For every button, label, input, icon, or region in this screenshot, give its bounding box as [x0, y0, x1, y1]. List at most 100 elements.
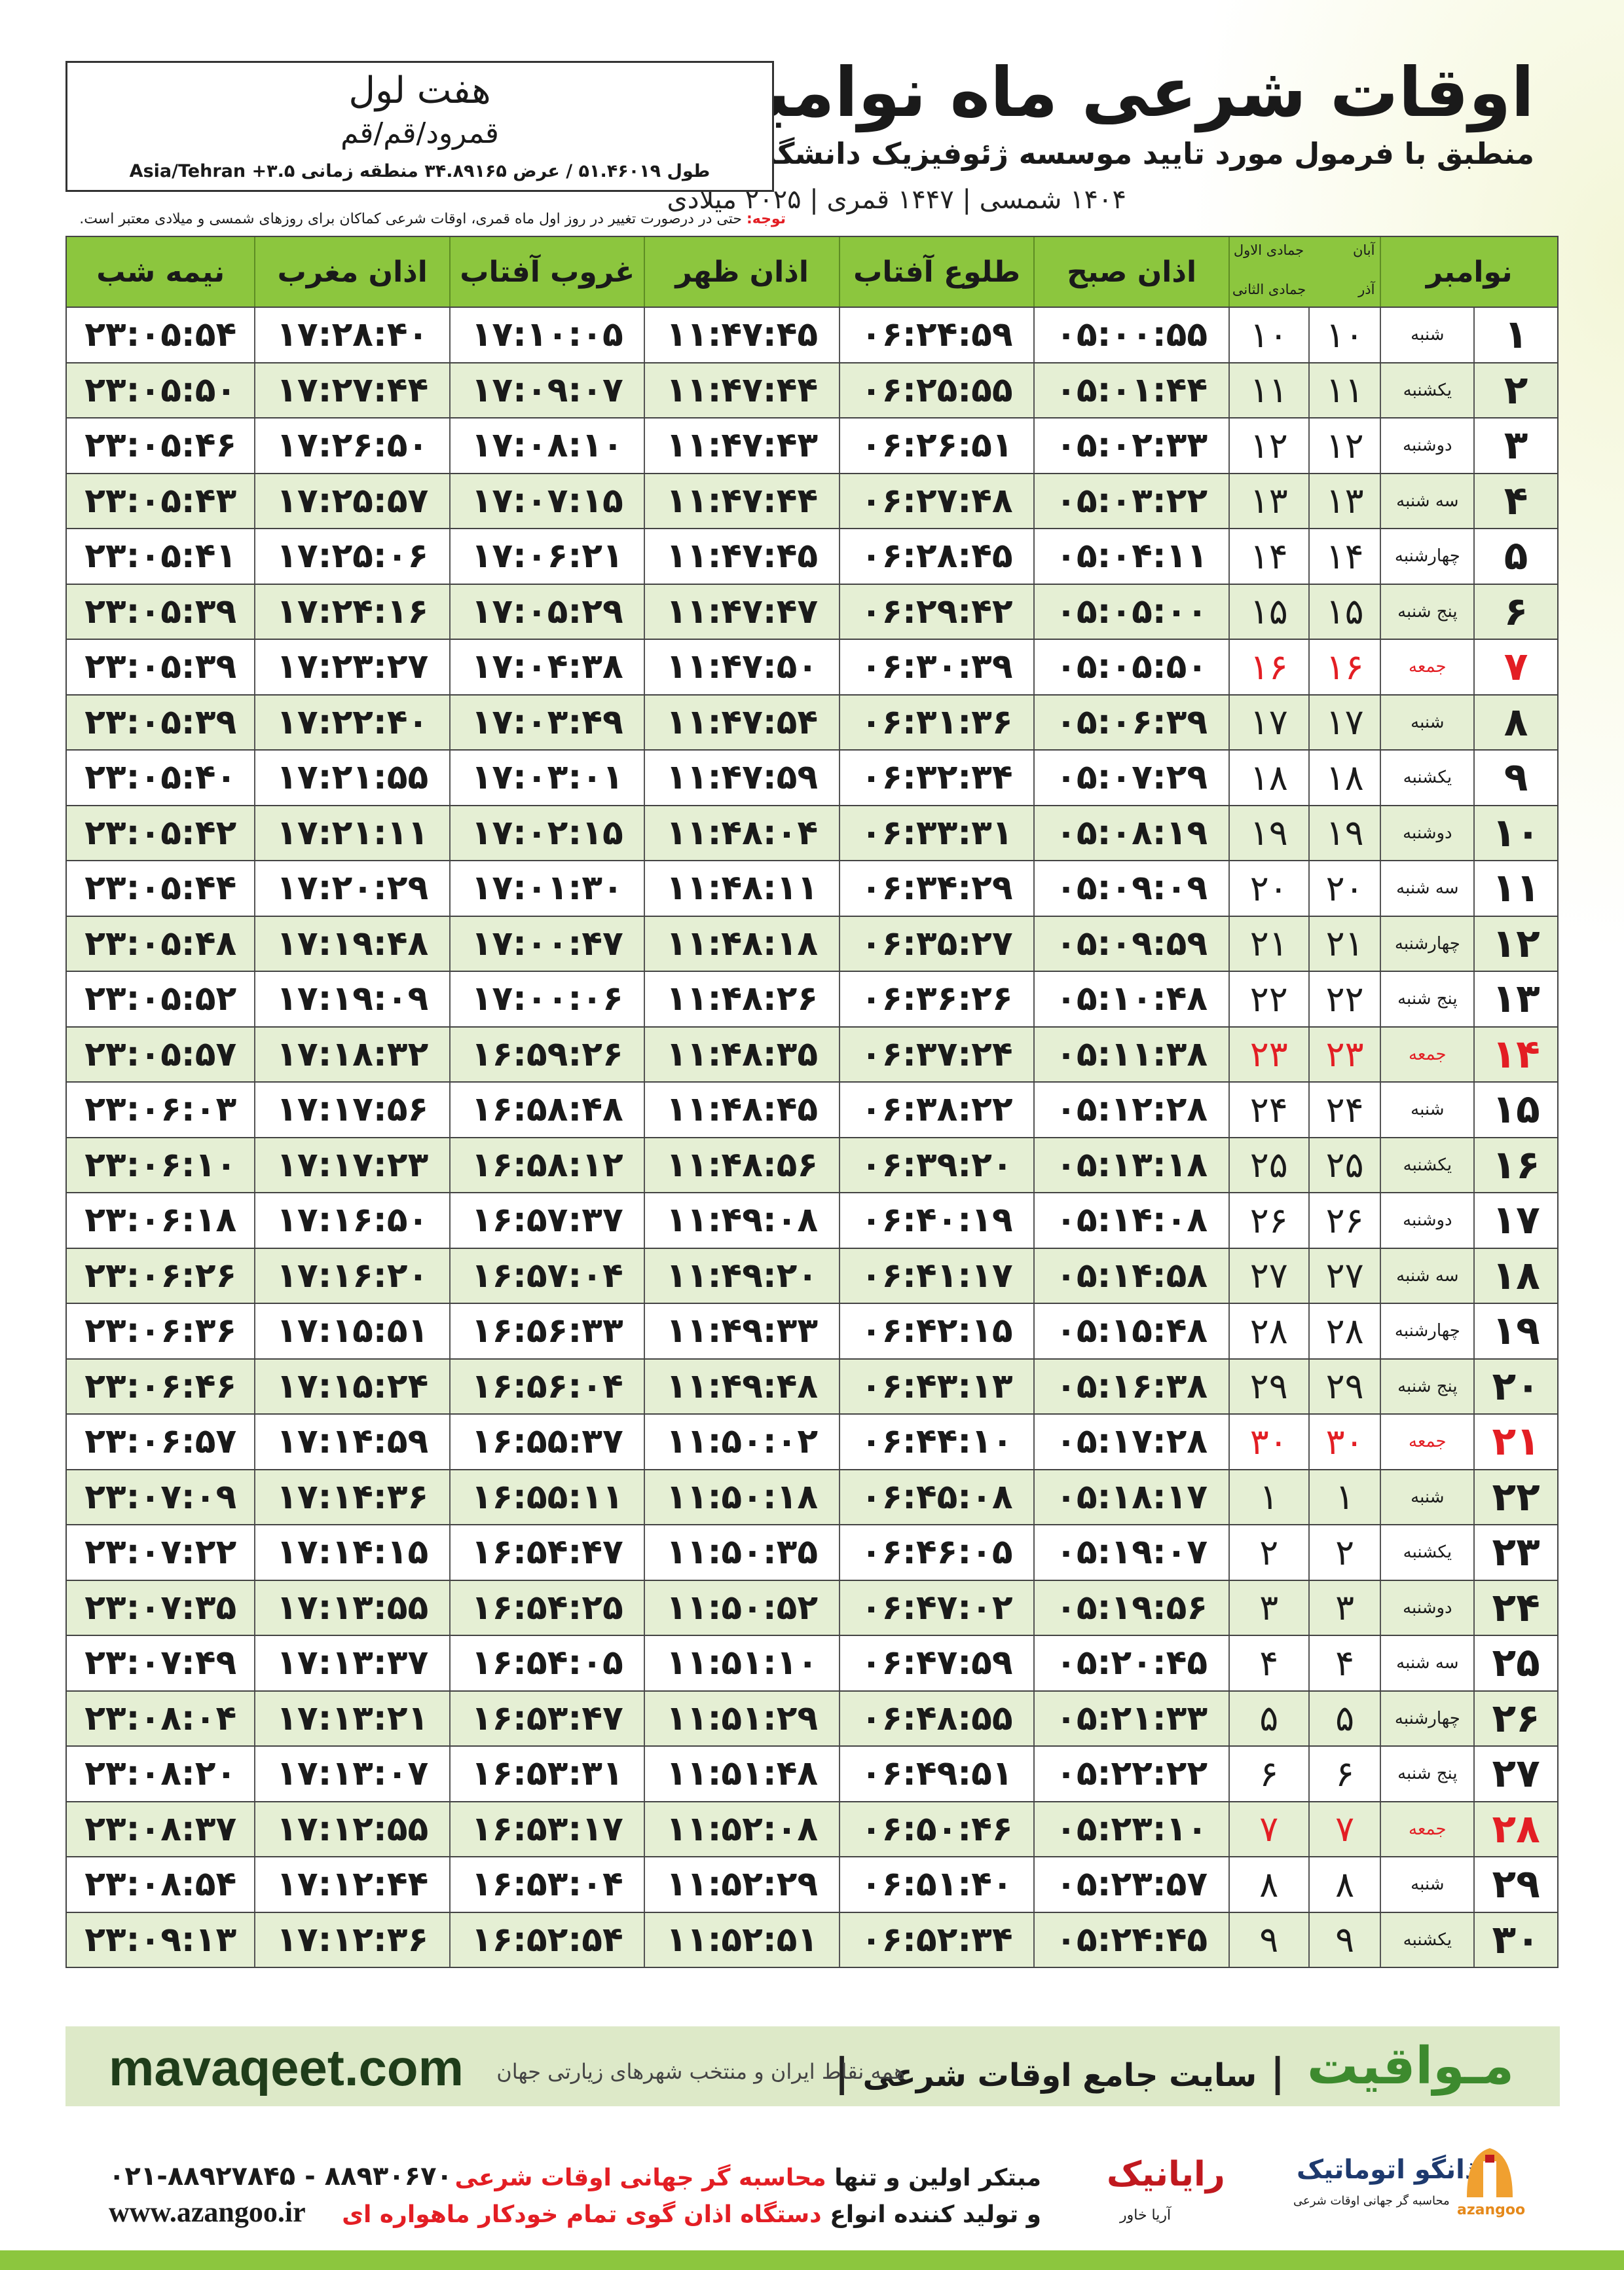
table-header: نوامبر آبان آذر جمادی الاول جمادی الثانی…: [65, 236, 1559, 308]
time-cell: ۱۱:۵۰:۵۲: [644, 1580, 838, 1635]
day-cell: ۱۸: [1473, 1248, 1557, 1303]
weekday-cell: چهارشنبه: [1380, 916, 1473, 971]
time-cell: ۱۶:۵۶:۰۴: [449, 1359, 644, 1413]
time-cell: ۰۵:۱۳:۱۸: [1033, 1138, 1228, 1192]
time-cell: ۱۷:۰۸:۱۰: [449, 419, 644, 473]
time-cell: ۱۱:۴۸:۵۶: [644, 1138, 838, 1192]
weekday-cell: سه شنبه: [1380, 1248, 1473, 1303]
time-cell: ۰۵:۱۶:۳۸: [1033, 1359, 1228, 1413]
time-cell: ۱۷:۱۴:۳۶: [254, 1470, 449, 1524]
time-cell: ۲۳:۰۵:۵۴: [84, 315, 237, 355]
time-cell: ۱۶:۵۵:۳۷: [449, 1415, 644, 1469]
azangoo-en: azangoo: [1457, 2202, 1526, 2218]
time-cell: ۱۷:۰۰:۴۷: [449, 916, 644, 971]
weekday-cell: جمعه: [1380, 640, 1473, 694]
time-cell: ۱۷:۰۰:۰۶: [449, 972, 644, 1026]
time-cell: ۱۶:۵۸:۴۸: [449, 1083, 644, 1137]
table-row: ۲۴ دوشنبه ۳ ۳ ۰۵:۱۹:۵۶ ۰۶:۴۷:۰۲ ۱۱:۵۰:۵۲ ۱۶:۵۴:…: [65, 1580, 1559, 1636]
time-cell: ۱۷:۱۲:۴۴: [254, 1857, 449, 1912]
time-cell: ۱۷:۲۲:۴۰: [254, 695, 449, 749]
time-cell: ۰۶:۴۷:۰۲: [838, 1580, 1033, 1635]
weekday-cell: شنبه: [1380, 1857, 1473, 1912]
raynik-sub: آریا خاور: [1120, 2207, 1172, 2223]
hijri-day-cell: ۱۷: [1228, 695, 1308, 749]
promo-highlight: محاسبه گر جهانی اوقات شرعی: [454, 2165, 826, 2191]
weekday-cell: شنبه: [1380, 1083, 1473, 1137]
day-cell: ۱۳: [1473, 972, 1557, 1026]
day-cell: ۲: [1473, 363, 1557, 417]
time-cell: ۱۷:۱۸:۳۲: [254, 1027, 449, 1081]
note-text: حتی در درصورت تغییر در روز اول ماه قمری،…: [79, 211, 742, 227]
hijri-day-cell: ۲۸: [1228, 1304, 1308, 1358]
hijri-day-cell: ۶: [1228, 1747, 1308, 1801]
hijri-day-cell: ۲۳: [1228, 1027, 1308, 1081]
time-cell: ۰۵:۱۷:۲۸: [1033, 1415, 1228, 1469]
table-row: ۱۱ سه شنبه ۲۰ ۲۰ ۰۵:۰۹:۰۹ ۰۶:۳۴:۲۹ ۱۱:۴۸:۱۱ ۱۷:…: [65, 861, 1559, 917]
shamsi-day-cell: ۱۱: [1308, 363, 1380, 417]
header-month: جمادی الاول: [1233, 242, 1304, 258]
promo-highlight: دستگاه اذان گوی تمام خودکار ماهواره ای: [342, 2201, 822, 2228]
time-cell: ۰۵:۰۴:۱۱: [1033, 529, 1228, 584]
time-cell: ۱۷:۱۳:۵۵: [254, 1580, 449, 1635]
weekday-cell: پنج شنبه: [1380, 1359, 1473, 1413]
hijri-day-cell: ۱۵: [1228, 584, 1308, 639]
time-cell: ۱۷:۲۱:۵۵: [254, 751, 449, 805]
hijri-day-cell: ۱۰: [1228, 308, 1308, 362]
time-cell: ۱۱:۴۷:۵۴: [644, 695, 838, 749]
time-cell: ۱۱:۴۸:۰۴: [644, 806, 838, 860]
time-cell: ۰۵:۲۳:۵۷: [1033, 1857, 1228, 1912]
azangoo-sub: محاسبه گر جهانی اوقات شرعی: [1293, 2194, 1450, 2208]
time-cell: ۰۶:۳۸:۲۲: [838, 1083, 1033, 1137]
shamsi-day-cell: ۲۲: [1308, 972, 1380, 1026]
time-cell: ۱۷:۰۶:۲۱: [449, 529, 644, 584]
table-row: ۲۸ جمعه ۷ ۷ ۰۵:۲۳:۱۰ ۰۶:۵۰:۴۶ ۱۱:۵۲:۰۸ ۱۶:۵۳:۱۷…: [65, 1802, 1559, 1857]
tagline-text: سایت جامع اوقات شرعی: [862, 2057, 1257, 2094]
header-month: آبان: [1352, 242, 1375, 258]
time-cell: ۱۷:۰۳:۴۹: [449, 695, 644, 749]
table-row: ۲۶ چهارشنبه ۵ ۵ ۰۵:۲۱:۳۳ ۰۶:۴۸:۵۵ ۱۱:۵۱:۲۹ ۱۶:۵…: [65, 1691, 1559, 1747]
time-cell: ۱۶:۵۴:۰۵: [449, 1636, 644, 1690]
time-cell: ۲۳:۰۵:۴۲: [84, 813, 237, 853]
time-cell: ۰۶:۳۶:۲۶: [838, 972, 1033, 1026]
day-cell: ۲۷: [1473, 1747, 1557, 1801]
hijri-day-cell: ۱۲: [1228, 419, 1308, 473]
time-cell: ۱۷:۲۷:۴۴: [254, 363, 449, 417]
time-cell: ۲۳:۰۸:۳۷: [84, 1809, 237, 1849]
bottom-bar: [0, 2250, 1624, 2270]
weekday-cell: دوشنبه: [1380, 806, 1473, 860]
time-cell: ۱۶:۵۷:۰۴: [449, 1248, 644, 1303]
time-cell: ۱۱:۵۰:۳۵: [644, 1525, 838, 1580]
day-cell: ۳۰: [1473, 1912, 1557, 1967]
table-row: ۱۰ دوشنبه ۱۹ ۱۹ ۰۵:۰۸:۱۹ ۰۶:۳۳:۳۱ ۱۱:۴۸:۰۴ ۱۷:۰…: [65, 806, 1559, 861]
day-cell: ۲۰: [1473, 1359, 1557, 1413]
time-cell: ۱۷:۱۵:۲۴: [254, 1359, 449, 1413]
day-cell: ۲۶: [1473, 1691, 1557, 1745]
day-cell: ۱۵: [1473, 1083, 1557, 1137]
weekday-cell: یکشنبه: [1380, 363, 1473, 417]
raynik-logo: رایانیک: [1107, 2155, 1225, 2194]
time-cell: ۲۳:۰۶:۳۶: [84, 1311, 237, 1351]
location-name: هفت لول: [348, 69, 491, 112]
time-cell: ۱۶:۵۹:۲۶: [449, 1027, 644, 1081]
hijri-day-cell: ۱۴: [1228, 529, 1308, 584]
table-row: ۲۵ سه شنبه ۴ ۴ ۰۵:۲۰:۴۵ ۰۶:۴۷:۵۹ ۱۱:۵۱:۱۰ ۱۶:۵۴…: [65, 1636, 1559, 1692]
hijri-day-cell: ۲۷: [1228, 1248, 1308, 1303]
time-cell: ۱۷:۰۷:۱۵: [449, 474, 644, 528]
time-cell: ۱۷:۱۰:۰۵: [449, 308, 644, 362]
time-cell: ۱۶:۵۳:۳۱: [449, 1747, 644, 1801]
header-cell: اذان مغرب: [254, 237, 449, 307]
time-cell: ۲۳:۰۷:۴۹: [84, 1643, 237, 1683]
time-cell: ۰۶:۲۴:۵۹: [838, 308, 1033, 362]
table-body: ۱ شنبه ۱۰ ۱۰ ۰۵:۰۰:۵۵ ۰۶:۲۴:۵۹ ۱۱:۴۷:۴۵ ۱۷:۱۰:۰…: [65, 308, 1559, 1968]
time-cell: ۱۷:۱۷:۵۶: [254, 1083, 449, 1137]
time-cell: ۰۶:۵۲:۳۴: [838, 1912, 1033, 1967]
weekday-cell: پنج شنبه: [1380, 584, 1473, 639]
time-cell: ۰۶:۵۱:۴۰: [838, 1857, 1033, 1912]
time-cell: ۰۶:۲۷:۴۸: [838, 474, 1033, 528]
time-cell: ۱۷:۱۹:۴۸: [254, 916, 449, 971]
time-cell: ۱۶:۵۴:۴۷: [449, 1525, 644, 1580]
day-cell: ۹: [1473, 751, 1557, 805]
time-cell: ۰۶:۵۰:۴۶: [838, 1802, 1033, 1856]
hijri-day-cell: ۲۹: [1228, 1359, 1308, 1413]
shamsi-day-cell: ۲۴: [1308, 1083, 1380, 1137]
